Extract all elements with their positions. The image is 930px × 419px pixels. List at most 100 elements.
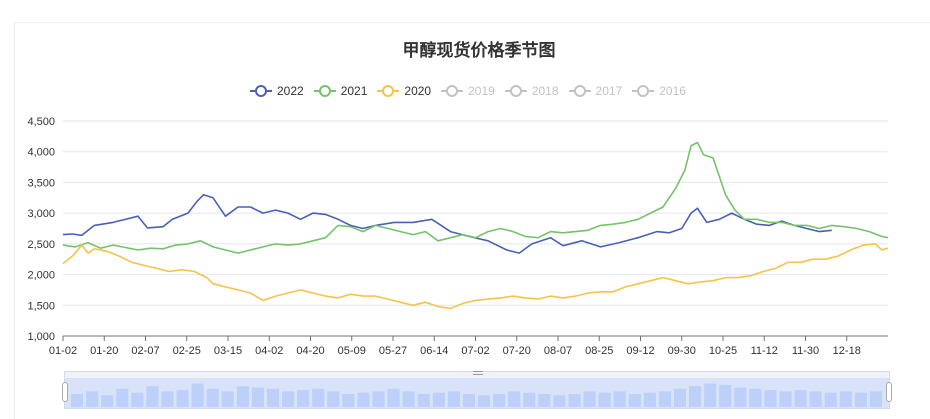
zoom-preview-bar [854, 392, 867, 407]
legend-label: 2016 [659, 84, 686, 98]
legend-marker-icon [441, 84, 464, 98]
x-tick-label: 04-02 [255, 345, 283, 357]
zoom-preview-bar [327, 391, 340, 407]
zoom-preview-bar [749, 388, 762, 407]
zoom-preview-bar [191, 383, 204, 407]
legend-item-2022[interactable]: 2022 [250, 84, 304, 98]
zoom-preview-bar [673, 388, 687, 407]
x-tick-label: 03-15 [214, 345, 242, 357]
zoom-preview-bar [689, 386, 702, 407]
legend-marker-icon [250, 84, 272, 98]
zoom-preview-bar [583, 391, 596, 407]
series-line-2022 [62, 193, 832, 254]
data-zoom-slider[interactable] [62, 371, 892, 409]
legend-item-2019[interactable]: 2019 [441, 84, 495, 98]
x-tick-label: 04-20 [296, 345, 324, 357]
zoom-preview-bar [71, 394, 84, 407]
zoom-preview-bar [764, 390, 777, 407]
y-tick-label: 2,000 [27, 270, 55, 282]
zoom-preview-bar [809, 391, 822, 407]
drag-grip-icon[interactable] [473, 371, 483, 375]
x-tick-label: 08-25 [585, 345, 613, 357]
legend-item-2021[interactable]: 2021 [313, 84, 368, 98]
legend-label: 2020 [404, 84, 432, 98]
zoom-preview-bar [297, 390, 310, 407]
zoom-preview-bar [447, 391, 460, 407]
zoom-preview-bar [131, 392, 144, 407]
legend-label: 2018 [531, 84, 559, 98]
x-tick-label: 10-25 [709, 345, 737, 357]
zoom-preview-bar [779, 391, 792, 407]
zoom-preview-bar [176, 390, 189, 407]
y-tick-label: 2,500 [27, 239, 55, 251]
legend-marker-icon [504, 84, 527, 98]
x-tick-label: 05-27 [379, 345, 407, 357]
zoom-preview-bar [598, 392, 611, 407]
zoom-preview-bar [734, 387, 747, 407]
zoom-preview-bar [704, 383, 717, 407]
zoom-preview-bar [719, 384, 732, 407]
x-tick-label: 01-02 [49, 345, 77, 357]
legend-item-2018[interactable]: 2018 [504, 84, 559, 98]
y-tick-label: 3,000 [27, 208, 55, 220]
legend-marker-icon [632, 84, 655, 98]
legend-item-2020[interactable]: 2020 [377, 84, 431, 98]
zoom-preview-bar [478, 395, 491, 407]
y-tick-label: 4,500 [27, 116, 55, 128]
chart-card [14, 22, 930, 419]
legend: 2022 2021 2020 2019 2018 2017 2016 [250, 82, 696, 100]
zoom-handle-right[interactable] [886, 382, 892, 402]
x-tick-label: 11-30 [792, 345, 819, 357]
zoom-preview-bar [538, 394, 551, 407]
zoom-preview-bar [839, 391, 852, 407]
zoom-preview-bar [402, 391, 415, 407]
legend-marker-icon [313, 84, 336, 98]
zoom-preview-bar [387, 388, 400, 407]
y-tick-label: 4,000 [27, 147, 55, 159]
y-tick-label: 1,000 [27, 331, 55, 343]
zoom-handle-left[interactable] [62, 382, 68, 402]
x-tick-label: 12-18 [833, 345, 861, 357]
zoom-preview-bar [462, 394, 475, 407]
zoom-preview-bar [312, 388, 325, 407]
zoom-preview-bar [628, 394, 641, 407]
legend-label: 2021 [340, 84, 368, 98]
zoom-preview-bar [824, 392, 837, 407]
legend-item-2016[interactable]: 2016 [632, 84, 686, 98]
zoom-preview-bar [553, 395, 566, 407]
x-tick-label: 07-20 [503, 345, 531, 357]
series-line-2020 [62, 243, 889, 310]
zoom-preview-bar [523, 392, 536, 407]
zoom-preview-bar [101, 395, 114, 407]
legend-marker-icon [568, 84, 591, 98]
zoom-preview-bar [643, 392, 656, 407]
zoom-preview-bar [508, 391, 521, 407]
x-tick-label: 09-12 [626, 345, 654, 357]
legend-item-2017[interactable]: 2017 [568, 84, 623, 98]
chart-title: 甲醇现货价格季节图 [402, 41, 556, 61]
series-line-2021 [62, 141, 889, 254]
data-zoom-selection[interactable] [65, 378, 889, 408]
zoom-preview-bar [432, 392, 445, 407]
zoom-preview-bar [794, 390, 807, 407]
zoom-preview-bar [221, 391, 234, 407]
zoom-preview-bar [417, 394, 430, 407]
x-tick-label: 05-09 [338, 345, 366, 357]
x-tick-label: 08-07 [544, 345, 572, 357]
legend-label: 2019 [468, 84, 495, 98]
zoom-preview-bar [869, 391, 882, 407]
zoom-preview-bar [116, 388, 129, 407]
zoom-preview-bar [236, 386, 249, 407]
legend-label: 2022 [277, 84, 304, 98]
x-tick-label: 11-12 [751, 345, 778, 357]
legend-label: 2017 [595, 84, 623, 98]
legend-marker-icon [377, 84, 400, 98]
x-tick-label: 02-07 [131, 345, 159, 357]
y-tick-label: 1,500 [27, 300, 55, 312]
x-tick-label: 02-25 [173, 345, 201, 357]
x-tick-label: 01-20 [90, 345, 118, 357]
zoom-preview-bar [146, 386, 159, 407]
zoom-preview-bar [658, 391, 671, 407]
zoom-preview-bar [342, 394, 355, 407]
